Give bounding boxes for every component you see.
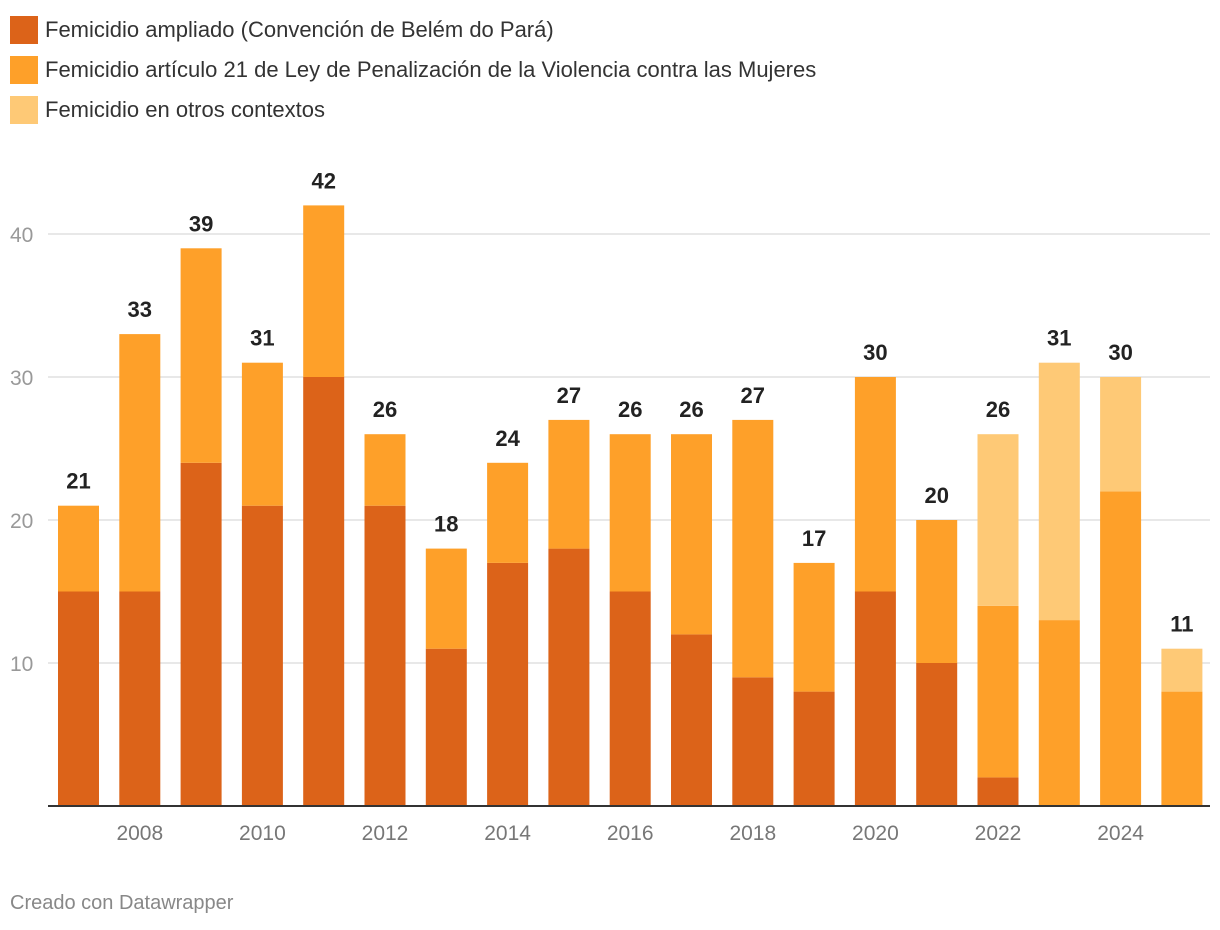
bar-segment-2012-series-0 (364, 505, 406, 806)
x-tick-label: 2016 (607, 822, 654, 845)
x-tick-label: 2010 (239, 822, 286, 845)
legend-item-articulo-21: Femicidio artículo 21 de Ley de Penaliza… (10, 50, 816, 90)
bar-segment-2025-series-2 (1161, 648, 1203, 692)
total-label-2011: 42 (311, 168, 335, 193)
y-tick-label: 40 (10, 224, 33, 247)
x-tick-label: 2020 (852, 822, 899, 845)
x-tick-label: 2022 (975, 822, 1022, 845)
bar-segment-2018-series-0 (732, 677, 774, 806)
bar-segment-2025-series-1 (1161, 691, 1203, 806)
bar-segment-2015-series-1 (548, 419, 590, 549)
x-tick-label: 2012 (362, 822, 409, 845)
bar-segment-2022-series-1 (977, 605, 1019, 778)
total-label-2012: 26 (373, 397, 397, 422)
total-label-2020: 30 (863, 340, 887, 365)
total-label-2015: 27 (557, 383, 581, 408)
bar-segment-2022-series-2 (977, 434, 1019, 606)
bar-segment-2007-series-0 (58, 591, 99, 806)
legend-swatch (10, 56, 38, 84)
y-tick-label: 20 (10, 510, 33, 533)
bar-segment-2011-series-1 (303, 205, 345, 377)
bar-segment-2019-series-1 (793, 562, 835, 692)
bar-segment-2021-series-0 (916, 663, 958, 806)
bar-segment-2019-series-0 (793, 691, 835, 806)
x-tick-label: 2018 (729, 822, 776, 845)
bar-segment-2008-series-1 (119, 334, 161, 592)
legend-label: Femicidio en otros contextos (45, 97, 326, 122)
total-label-2007: 21 (66, 469, 90, 494)
bar-segment-2008-series-0 (119, 591, 161, 806)
bar-segment-2017-series-0 (671, 634, 712, 806)
chart-legend: Femicidio ampliado (Convención de Belém … (10, 10, 816, 130)
total-label-2019: 17 (802, 526, 826, 551)
bar-segment-2018-series-1 (732, 419, 774, 678)
x-tick-label: 2014 (484, 822, 531, 845)
bar-segment-2021-series-1 (916, 520, 958, 663)
bar-segment-2020-series-0 (854, 591, 896, 806)
total-label-2014: 24 (495, 426, 520, 451)
total-label-2025: 11 (1170, 612, 1193, 637)
bar-segment-2023-series-2 (1038, 362, 1080, 621)
bar-segment-2020-series-1 (854, 377, 896, 592)
legend-item-otros-contextos: Femicidio en otros contextos (10, 90, 816, 130)
x-tick-label: 2008 (116, 822, 163, 845)
bar-segment-2014-series-0 (487, 562, 529, 806)
bar-segment-2017-series-1 (671, 434, 712, 635)
bar-segment-2013-series-1 (425, 548, 467, 649)
legend-swatch (10, 96, 38, 124)
bar-segment-2022-series-0 (977, 777, 1019, 806)
y-tick-label: 30 (10, 367, 33, 390)
total-label-2016: 26 (618, 397, 642, 422)
bar-segment-2024-series-1 (1100, 491, 1142, 806)
bar-segment-2014-series-1 (487, 462, 529, 563)
bar-segment-2010-series-0 (241, 505, 283, 806)
total-label-2013: 18 (434, 512, 458, 537)
total-label-2018: 27 (741, 383, 765, 408)
total-label-2017: 26 (679, 397, 703, 422)
bar-segment-2007-series-1 (58, 505, 99, 592)
total-label-2008: 33 (128, 297, 152, 322)
bar-segment-2013-series-0 (425, 648, 467, 806)
bar-segment-2023-series-1 (1038, 620, 1080, 806)
total-label-2024: 30 (1108, 340, 1132, 365)
legend-swatch (10, 16, 38, 44)
total-label-2022: 26 (986, 397, 1010, 422)
bar-segment-2016-series-0 (609, 591, 651, 806)
bar-segment-2015-series-0 (548, 548, 590, 806)
x-tick-label: 2024 (1097, 822, 1144, 845)
total-label-2010: 31 (250, 326, 274, 351)
bar-segment-2011-series-0 (303, 377, 345, 806)
legend-label: Femicidio ampliado (Convención de Belém … (45, 17, 554, 42)
total-label-2009: 39 (189, 211, 213, 236)
bar-segment-2024-series-2 (1100, 377, 1142, 492)
bar-segment-2012-series-1 (364, 434, 406, 506)
bar-segment-2016-series-1 (609, 434, 651, 592)
total-label-2021: 20 (924, 483, 948, 508)
total-label-2023: 31 (1047, 326, 1071, 351)
bar-segment-2009-series-0 (180, 462, 222, 806)
legend-label: Femicidio artículo 21 de Ley de Penaliza… (45, 57, 817, 82)
y-tick-label: 10 (10, 653, 33, 676)
legend-item-ampliado: Femicidio ampliado (Convención de Belém … (10, 10, 816, 50)
bar-segment-2009-series-1 (180, 248, 222, 463)
datawrapper-credit: Creado con Datawrapper (10, 892, 234, 914)
bar-segment-2010-series-1 (241, 362, 283, 506)
